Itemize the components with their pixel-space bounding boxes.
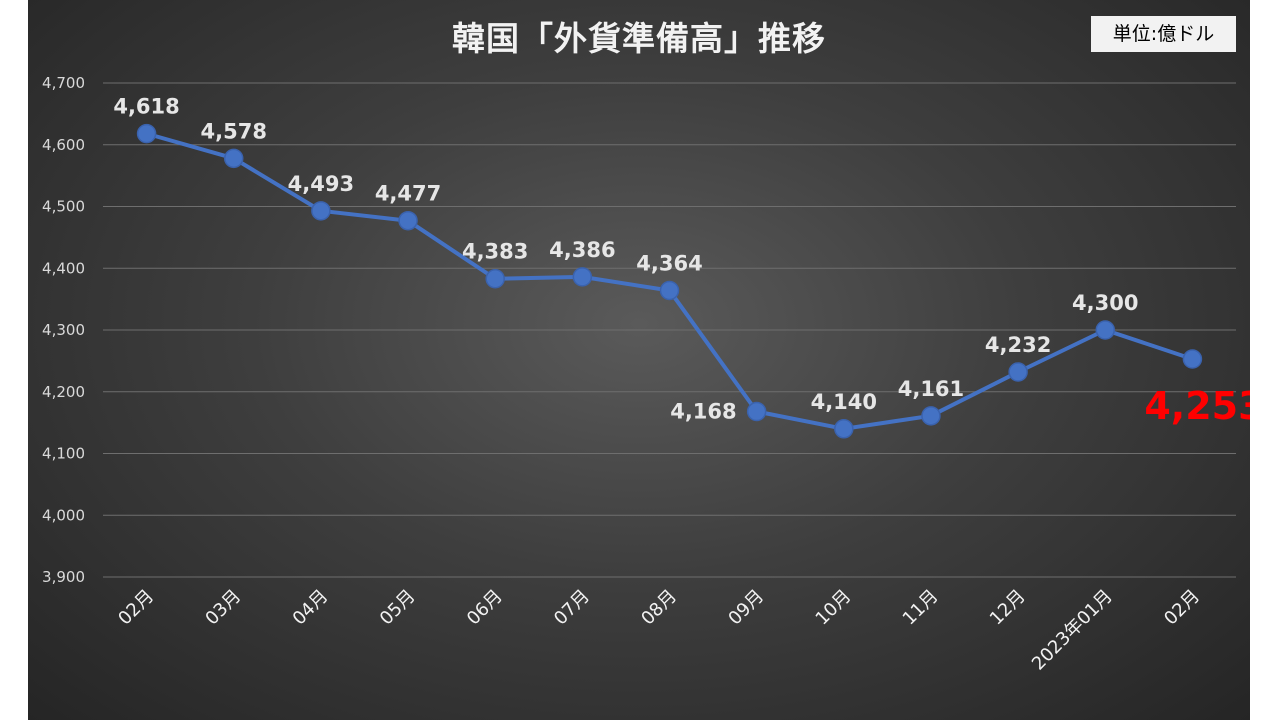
line-chart: 3,900 4,000 4,100 4,200 4,300 4,400 4,500 4,600… xyxy=(42,74,1250,675)
x-tick-label: 11月 xyxy=(899,586,943,630)
data-label: 4,140 xyxy=(811,390,877,414)
data-label: 4,168 xyxy=(670,400,736,424)
data-point xyxy=(1182,349,1203,369)
data-label: 4,232 xyxy=(985,333,1051,357)
x-tick-label: 12月 xyxy=(986,586,1030,630)
data-label: 4,618 xyxy=(113,95,179,119)
y-tick-label: 4,400 xyxy=(42,259,85,277)
data-label: 4,578 xyxy=(201,119,267,143)
data-point xyxy=(834,419,854,439)
data-point xyxy=(223,148,244,169)
data-point xyxy=(136,123,157,144)
data-label: 4,493 xyxy=(288,172,354,196)
x-tick-label: 05月 xyxy=(376,586,420,630)
data-point xyxy=(1008,362,1028,382)
data-point xyxy=(659,280,680,301)
data-label: 4,477 xyxy=(375,182,441,206)
series-points xyxy=(136,123,1203,439)
x-tick-label: 08月 xyxy=(637,586,681,630)
data-point xyxy=(398,210,418,231)
x-tick-label: 09月 xyxy=(724,586,768,630)
data-label: 4,364 xyxy=(636,251,702,275)
x-axis-ticks: 02月 03月 04月 05月 06月 07月 08月 09月 10月 11月 12月2023年01… xyxy=(114,586,1204,675)
unit-label: 単位:億ドル xyxy=(1091,16,1236,52)
data-point xyxy=(572,267,593,287)
x-tick-label: 2023年01月 xyxy=(1028,586,1117,675)
data-label: 4,161 xyxy=(898,377,964,401)
y-tick-label: 4,600 xyxy=(42,136,85,154)
y-tick-label: 4,700 xyxy=(42,74,85,92)
y-tick-label: 4,500 xyxy=(42,198,85,216)
data-label: 4,300 xyxy=(1072,291,1138,315)
x-tick-label: 06月 xyxy=(463,586,507,630)
data-label: 4,383 xyxy=(462,240,528,264)
data-labels: 4,618 4,578 4,493 4,477 4,383 4,386 4,364 4,168… xyxy=(113,95,1250,428)
gridlines xyxy=(103,82,1236,578)
data-label: 4,386 xyxy=(549,238,615,262)
x-tick-label: 04月 xyxy=(289,586,333,630)
y-tick-label: 3,900 xyxy=(42,568,85,586)
data-point xyxy=(1095,320,1116,340)
x-tick-label: 02月 xyxy=(114,586,158,630)
x-tick-label: 03月 xyxy=(201,586,245,630)
data-point xyxy=(921,406,941,426)
data-label: 4,253 xyxy=(1144,384,1250,428)
y-tick-label: 4,300 xyxy=(42,321,85,339)
y-tick-label: 4,100 xyxy=(42,445,85,463)
y-tick-label: 4,000 xyxy=(42,506,85,524)
data-point xyxy=(746,401,767,422)
chart-title: 韓国「外貨準備高」推移 xyxy=(452,19,826,58)
y-tick-label: 4,200 xyxy=(42,383,85,401)
data-point xyxy=(311,201,331,221)
y-axis-ticks: 3,900 4,000 4,100 4,200 4,300 4,400 4,500 4,600… xyxy=(42,74,85,586)
chart-panel: 3,900 4,000 4,100 4,200 4,300 4,400 4,500 4,600… xyxy=(28,0,1250,720)
x-tick-label: 10月 xyxy=(812,586,856,630)
x-tick-label: 02月 xyxy=(1160,586,1204,630)
x-tick-label: 07月 xyxy=(550,586,594,630)
data-point xyxy=(485,268,505,289)
